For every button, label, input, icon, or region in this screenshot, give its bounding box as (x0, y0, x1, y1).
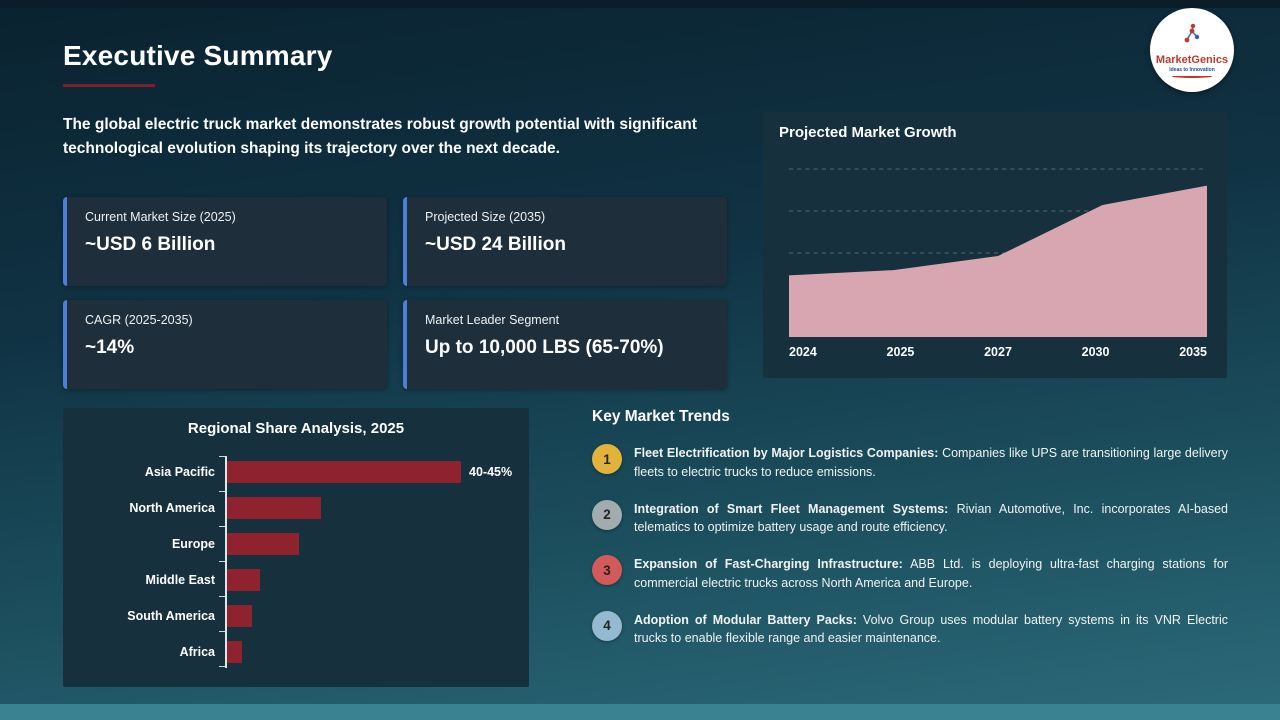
trend-number-badge: 4 (592, 610, 622, 641)
bar-row-asia-pacific: Asia Pacific 40-45% (145, 461, 515, 483)
bar-label: North America (129, 501, 215, 515)
kpi-value: ~USD 6 Billion (85, 234, 216, 255)
kpi-card-projected-size: Projected Size (2035) ~USD 24 Billion (403, 197, 727, 286)
logo-swoosh (1172, 75, 1212, 78)
logo-brand-text: MarketGenics (1155, 53, 1229, 66)
logo-tagline-text: Ideas to Innovation (1169, 66, 1215, 73)
top-strip (0, 0, 1280, 8)
bar-south-america (227, 605, 252, 627)
bar-row-north-america: North America (129, 497, 515, 519)
regional-share-panel: Regional Share Analysis, 2025 Asia Pacif… (63, 408, 529, 687)
trend-body: Volvo Group uses modular battery systems… (634, 612, 1228, 646)
bar-row-middle-east: Middle East (146, 569, 515, 591)
bar-label: Asia Pacific (144, 465, 215, 479)
trend-item-2: 2 Integration of Smart Fleet Management … (592, 499, 1228, 538)
regional-bar-chart: Asia Pacific 40-45% North America Europe… (77, 456, 515, 668)
x-axis-labels: 2024 2025 2027 2030 2035 (789, 345, 1207, 359)
trend-body: Companies like UPS are transitioning lar… (634, 446, 1228, 479)
bar-row-europe: Europe (172, 533, 515, 555)
intro-text: The global electric truck market demonst… (63, 116, 697, 158)
kpi-value: ~USD 24 Billion (425, 234, 566, 255)
x-label: 2024 (789, 345, 817, 359)
trend-item-3: 3 Expansion of Fast-Charging Infrastruct… (592, 555, 1228, 593)
x-label: 2027 (984, 345, 1012, 359)
growth-chart-title: Projected Market Growth (779, 124, 957, 141)
trend-body: ABB Ltd. is deploying ultra-fast chargin… (634, 557, 1228, 590)
trend-lead: Integration of Smart Fleet Management Sy… (634, 501, 949, 516)
molecule-icon (1180, 23, 1204, 52)
bar-europe (227, 533, 299, 555)
bar-label: Europe (171, 537, 215, 551)
x-label: 2025 (886, 345, 915, 359)
bar-row-africa: Africa (180, 641, 515, 663)
area-polygon (789, 185, 1207, 337)
trend-body: Rivian Automotive, Inc. incorporates AI-… (634, 501, 1229, 535)
bar-row-south-america: South America (127, 605, 515, 627)
trend-text: Integration of Smart Fleet Management Sy… (634, 500, 1228, 538)
kpi-card-cagr: CAGR (2025-2035) ~14% (63, 300, 387, 389)
trend-lead: Fleet Electrification by Major Logistics… (634, 446, 939, 460)
x-label: 2030 (1081, 345, 1110, 359)
bar-label: South America (127, 609, 215, 623)
trend-item-1: 1 Fleet Electrification by Major Logisti… (592, 444, 1228, 482)
trend-text: Fleet Electrification by Major Logistics… (634, 444, 1228, 482)
trend-text: Adoption of Modular Battery Packs: Volvo… (634, 611, 1228, 649)
kpi-value: Up to 10,000 LBS (65-70%) (425, 337, 664, 358)
trend-lead: Expansion of Fast-Charging Infrastructur… (634, 557, 903, 571)
bar-north-america (227, 497, 321, 519)
trend-number-badge: 2 (592, 499, 622, 530)
kpi-label: CAGR (2025-2035) (85, 313, 193, 327)
area-chart (789, 161, 1207, 337)
kpi-card-current-market-size: Current Market Size (2025) ~USD 6 Billio… (63, 197, 387, 286)
marketgenics-logo: MarketGenics Ideas to Innovation (1150, 8, 1234, 92)
kpi-label: Projected Size (2035) (425, 210, 546, 224)
category-axis-line (225, 456, 227, 668)
key-market-trends-section: Key Market Trends 1 Fleet Electrificatio… (592, 408, 1228, 648)
category-axis-ticks (219, 456, 225, 668)
bar-label: Middle East (145, 573, 215, 587)
kpi-label: Market Leader Segment (425, 313, 560, 327)
bar-label: Africa (179, 645, 215, 659)
regional-chart-title: Regional Share Analysis, 2025 (187, 420, 405, 437)
x-label: 2035 (1179, 345, 1207, 359)
bar-middle-east (227, 569, 260, 591)
kpi-grid: Current Market Size (2025) ~USD 6 Billio… (63, 197, 727, 389)
trend-number-badge: 3 (592, 555, 622, 585)
trend-lead: Adoption of Modular Battery Packs: (634, 612, 857, 627)
kpi-label: Current Market Size (2025) (85, 210, 236, 224)
trend-number-badge: 1 (592, 444, 622, 474)
trend-item-4: 4 Adoption of Modular Battery Packs: Vol… (592, 610, 1228, 649)
bar-asia-pacific (227, 461, 461, 483)
kpi-value: ~14% (85, 337, 135, 358)
projected-market-growth-panel: Projected Market Growth 2024 2025 2027 2… (763, 112, 1227, 378)
bottom-strip (0, 704, 1280, 720)
trends-heading: Key Market Trends (592, 408, 730, 425)
trend-text: Expansion of Fast-Charging Infrastructur… (634, 555, 1228, 593)
bar-value-label: 40-45% (469, 465, 513, 479)
kpi-card-market-leader-segment: Market Leader Segment Up to 10,000 LBS (… (403, 300, 727, 389)
bar-africa (227, 641, 242, 663)
title-underline (63, 84, 155, 87)
page-title: Executive Summary (63, 40, 333, 71)
